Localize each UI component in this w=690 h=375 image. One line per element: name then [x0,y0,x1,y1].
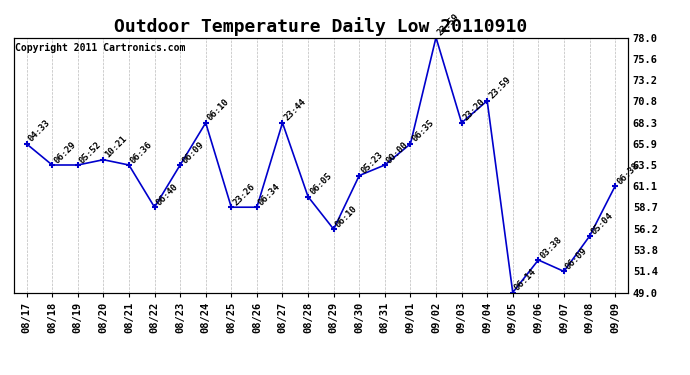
Text: 06:38: 06:38 [615,161,640,186]
Text: 10:21: 10:21 [104,134,129,160]
Text: 23:44: 23:44 [282,98,308,123]
Text: 03:38: 03:38 [538,235,564,260]
Title: Outdoor Temperature Daily Low 20110910: Outdoor Temperature Daily Low 20110910 [115,17,527,36]
Text: 06:29: 06:29 [52,140,77,165]
Text: 00:00: 00:00 [385,140,410,165]
Text: 23:26: 23:26 [231,182,257,207]
Text: 23:20: 23:20 [462,98,487,123]
Text: 06:14: 06:14 [513,267,538,292]
Text: 05:23: 05:23 [359,150,384,176]
Text: 06:09: 06:09 [564,246,589,272]
Text: Copyright 2011 Cartronics.com: Copyright 2011 Cartronics.com [15,43,186,52]
Text: 23:59: 23:59 [487,75,513,101]
Text: 06:09: 06:09 [180,140,206,165]
Text: 06:05: 06:05 [308,171,333,196]
Text: 06:10: 06:10 [206,98,231,123]
Text: 05:52: 05:52 [78,140,103,165]
Text: 06:40: 06:40 [155,182,180,207]
Text: 06:36: 06:36 [129,140,155,165]
Text: 23:59: 23:59 [436,12,462,38]
Text: 06:34: 06:34 [257,182,282,207]
Text: 06:10: 06:10 [334,204,359,229]
Text: 06:35: 06:35 [411,118,436,144]
Text: 04:33: 04:33 [27,118,52,144]
Text: 05:04: 05:04 [589,211,615,236]
